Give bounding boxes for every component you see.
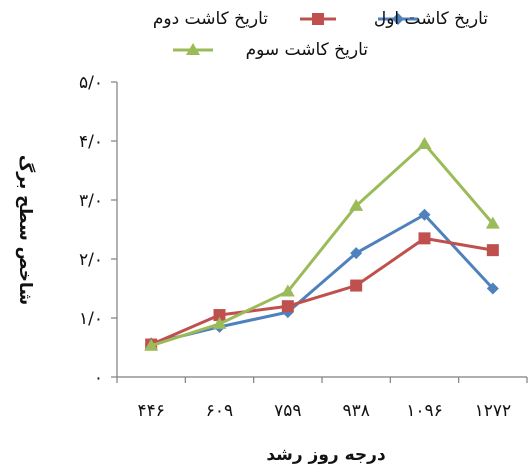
data-point xyxy=(213,309,226,322)
x-tick-label: ۴۴۶ xyxy=(137,401,164,421)
legend-swatch-marker xyxy=(312,13,324,25)
legend-swatch-marker xyxy=(392,13,404,25)
x-tick-label: ۱۲۷۲ xyxy=(475,401,512,421)
series-3 xyxy=(144,136,500,351)
data-point xyxy=(350,247,363,260)
legend-item-1: تاریخ کاشت اول xyxy=(374,9,488,29)
data-point xyxy=(418,208,431,221)
data-point xyxy=(417,136,432,149)
y-tick-label: ۴/۰ xyxy=(79,132,103,152)
legend-label: تاریخ کاشت سوم xyxy=(246,40,369,60)
legend-label: تاریخ کاشت اول xyxy=(374,9,488,29)
x-tick-label: ۶۰۹ xyxy=(206,401,233,421)
x-axis-title: درجه روز رشد xyxy=(266,445,386,465)
data-point xyxy=(144,338,159,351)
data-point xyxy=(350,279,363,292)
legend: تاریخ کاشت اول تاریخ کاشت دوم تاریخ کاشت س… xyxy=(153,9,488,60)
data-point xyxy=(212,316,227,329)
series-line xyxy=(150,142,494,348)
y-axis: ۰ ۱/۰ ۲/۰ ۳/۰ ۴/۰ ۵/۰ xyxy=(79,73,118,388)
y-axis-title: شاخص سطح برگ xyxy=(15,155,35,305)
y-tick-label: ۵/۰ xyxy=(79,73,103,93)
legend-item-3: تاریخ کاشت سوم xyxy=(173,40,368,60)
data-point xyxy=(349,198,364,211)
x-tick-label: ۱۰۹۶ xyxy=(406,401,443,421)
x-axis: ۴۴۶ ۶۰۹ ۷۵۹ ۹۳۸ ۱۰۹۶ ۱۲۷۲ xyxy=(116,376,528,421)
data-point xyxy=(281,300,294,313)
data-point xyxy=(486,244,499,257)
legend-item-2: تاریخ کاشت دوم xyxy=(153,9,336,29)
series-line xyxy=(150,213,494,345)
series-1 xyxy=(145,208,499,350)
x-tick-label: ۹۳۸ xyxy=(342,401,369,421)
y-tick-label: ۱/۰ xyxy=(79,309,103,329)
data-point xyxy=(485,216,500,229)
series-layer xyxy=(144,136,500,351)
y-tick-label: ۲/۰ xyxy=(79,250,103,270)
y-tick-label: ۰ xyxy=(94,368,103,388)
data-point xyxy=(486,282,499,295)
x-tick-label: ۷۵۹ xyxy=(274,401,301,421)
legend-label: تاریخ کاشت دوم xyxy=(153,9,268,29)
series-2 xyxy=(145,232,499,351)
series-line xyxy=(150,236,494,346)
data-point xyxy=(280,284,295,297)
y-tick-label: ۳/۰ xyxy=(79,191,103,211)
legend-swatch-marker xyxy=(186,43,200,55)
data-point xyxy=(418,232,431,245)
